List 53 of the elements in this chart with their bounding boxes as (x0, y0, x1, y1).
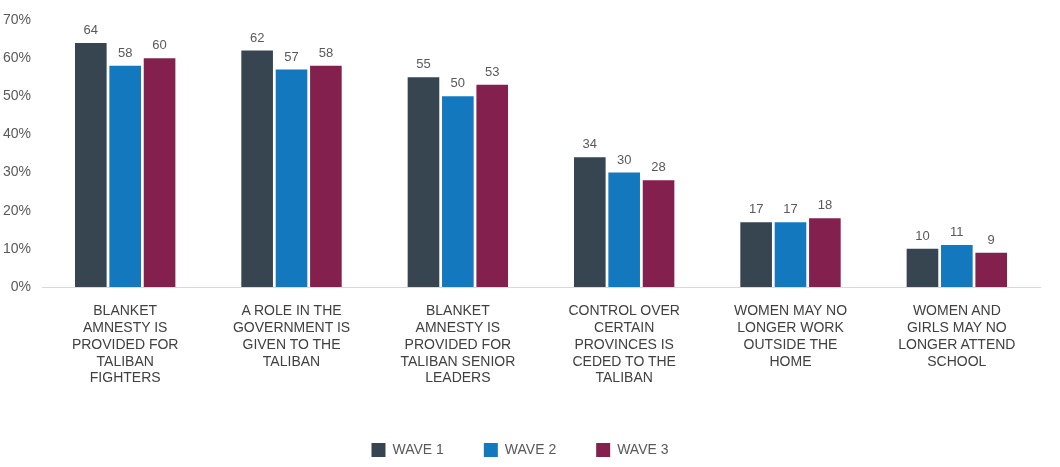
data-label: 17 (783, 201, 798, 217)
data-label: 58 (117, 44, 133, 60)
bar (608, 172, 640, 287)
data-label: 18 (817, 197, 833, 213)
y-tick-label: 20% (2, 201, 32, 218)
bar (476, 84, 509, 287)
data-label: 30 (616, 151, 632, 167)
bar (573, 157, 606, 287)
data-label: 11 (950, 224, 964, 240)
bar (740, 222, 772, 287)
y-tick-label: 60% (2, 49, 32, 65)
data-label: 34 (582, 136, 598, 152)
bar (809, 218, 841, 287)
y-tick-label: 0% (10, 277, 32, 294)
bar (407, 77, 440, 287)
bar (241, 50, 273, 287)
data-label: 64 (83, 21, 99, 37)
data-label: 53 (484, 63, 500, 79)
bar (109, 65, 141, 287)
bar (642, 180, 675, 287)
x-tick-label: BLANKET AMNESTY IS PROVIDED FOR TALIBAN SENIOR LEADERS (400, 302, 516, 386)
x-tick-label: WOMEN MAY NO LONGER WORK OUTSIDE THE HOME (733, 302, 848, 369)
bar (442, 96, 474, 287)
legend-label: WAVE 3 (617, 440, 669, 457)
y-tick-label: 40% (2, 125, 32, 142)
y-tick-label: 30% (2, 163, 32, 180)
bar (941, 245, 973, 287)
x-tick-label: WOMEN AND GIRLS MAY NO LONGER ATTEND SCHOOL (898, 302, 1016, 369)
y-tick-label: 70% (2, 10, 32, 27)
bar (143, 58, 176, 287)
data-label: 62 (249, 29, 265, 45)
bar (275, 69, 308, 287)
bar (975, 252, 1008, 287)
data-label: 60 (152, 37, 167, 53)
data-label: 58 (318, 44, 334, 60)
data-label: 17 (748, 201, 764, 217)
data-label: 50 (450, 75, 466, 91)
data-label: 28 (651, 159, 666, 175)
data-label: 10 (915, 227, 930, 243)
bar (774, 222, 807, 287)
x-tick-label: A ROLE IN THE GOVERNMENT IS GIVEN TO THE TALIBAN (232, 302, 351, 369)
x-tick-label: CONTROL OVER CERTAIN PROVINCES IS CEDED TO THE TALIBAN (568, 302, 680, 386)
legend-label: WAVE 2 (504, 440, 557, 457)
legend-label: WAVE 1 (392, 440, 445, 457)
y-tick-label: 10% (2, 239, 32, 256)
bar (75, 42, 107, 287)
data-label: 57 (284, 48, 299, 64)
bar (310, 65, 342, 287)
x-tick-label: BLANKET AMNESTY IS PROVIDED FOR TALIBAN FIGHTERS (71, 302, 179, 386)
y-tick-label: 50% (2, 87, 32, 104)
bar (906, 248, 939, 287)
data-label: 55 (416, 56, 431, 72)
data-label: 9 (987, 231, 995, 247)
